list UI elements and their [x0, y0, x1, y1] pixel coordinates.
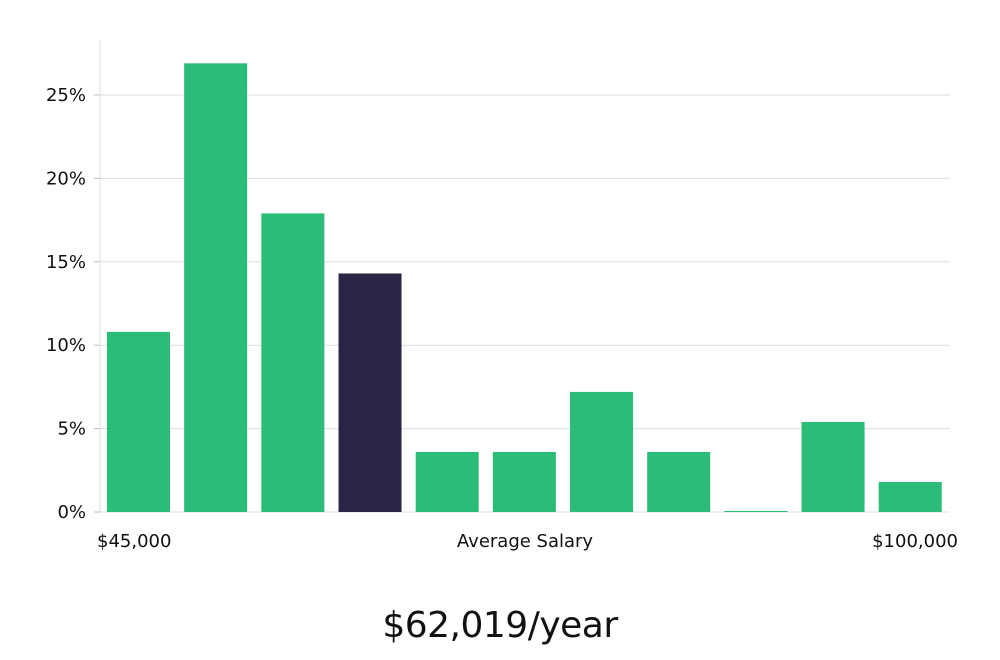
y-tick-label: 25%	[46, 85, 86, 106]
y-tick-label: 10%	[46, 335, 86, 356]
bar	[647, 451, 711, 512]
y-tick-label: 20%	[46, 168, 86, 189]
bar	[801, 421, 865, 512]
average-salary-value: $62,019/year	[382, 605, 618, 646]
y-axis-ticks: 0% 5% 10% 15% 20% 25%	[46, 85, 100, 523]
bar	[107, 331, 170, 512]
y-tick-label: 5%	[57, 419, 86, 440]
y-tick-label: 15%	[46, 252, 86, 273]
bar	[492, 451, 556, 512]
bar	[184, 63, 248, 513]
bar	[724, 511, 788, 512]
bar-highlighted	[338, 273, 402, 512]
x-label-axis-title: Average Salary	[457, 531, 594, 552]
x-label-max: $100,000	[872, 531, 958, 552]
y-tick-label: 0%	[57, 502, 86, 523]
bar	[570, 391, 634, 512]
bar	[878, 481, 942, 512]
salary-histogram: 0%5%10%15%20%25% $45,000 Average Salary …	[46, 40, 958, 552]
bars	[107, 63, 942, 513]
bar	[415, 451, 479, 512]
bar	[261, 213, 325, 513]
x-label-min: $45,000	[97, 531, 171, 552]
